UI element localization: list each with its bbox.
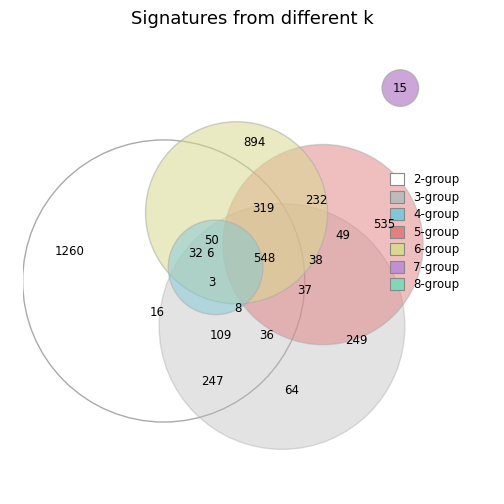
Text: 16: 16 bbox=[150, 306, 165, 320]
Text: 64: 64 bbox=[284, 384, 299, 397]
Text: 15: 15 bbox=[393, 82, 408, 95]
Title: Signatures from different k: Signatures from different k bbox=[131, 10, 373, 28]
Text: 6: 6 bbox=[207, 247, 214, 260]
Text: 36: 36 bbox=[259, 329, 274, 342]
Text: 3: 3 bbox=[208, 276, 216, 289]
Text: 894: 894 bbox=[243, 136, 266, 149]
Text: 548: 548 bbox=[253, 251, 275, 265]
Text: 50: 50 bbox=[205, 233, 219, 246]
Text: 37: 37 bbox=[297, 284, 312, 296]
Circle shape bbox=[168, 220, 263, 314]
Text: 49: 49 bbox=[336, 229, 350, 242]
Text: 232: 232 bbox=[305, 195, 328, 208]
Legend: 2-group, 3-group, 4-group, 5-group, 6-group, 7-group, 8-group: 2-group, 3-group, 4-group, 5-group, 6-gr… bbox=[387, 170, 463, 295]
Text: 247: 247 bbox=[201, 374, 223, 388]
Circle shape bbox=[146, 122, 328, 304]
Circle shape bbox=[159, 204, 405, 450]
Circle shape bbox=[382, 70, 418, 106]
Text: 38: 38 bbox=[308, 255, 323, 268]
Text: 319: 319 bbox=[253, 202, 275, 215]
Text: 535: 535 bbox=[373, 218, 395, 231]
Text: 8: 8 bbox=[234, 302, 241, 315]
Text: 249: 249 bbox=[345, 334, 368, 347]
Text: 1260: 1260 bbox=[55, 245, 85, 259]
Text: 32: 32 bbox=[188, 247, 203, 260]
Text: 109: 109 bbox=[210, 329, 232, 342]
Circle shape bbox=[223, 145, 423, 345]
